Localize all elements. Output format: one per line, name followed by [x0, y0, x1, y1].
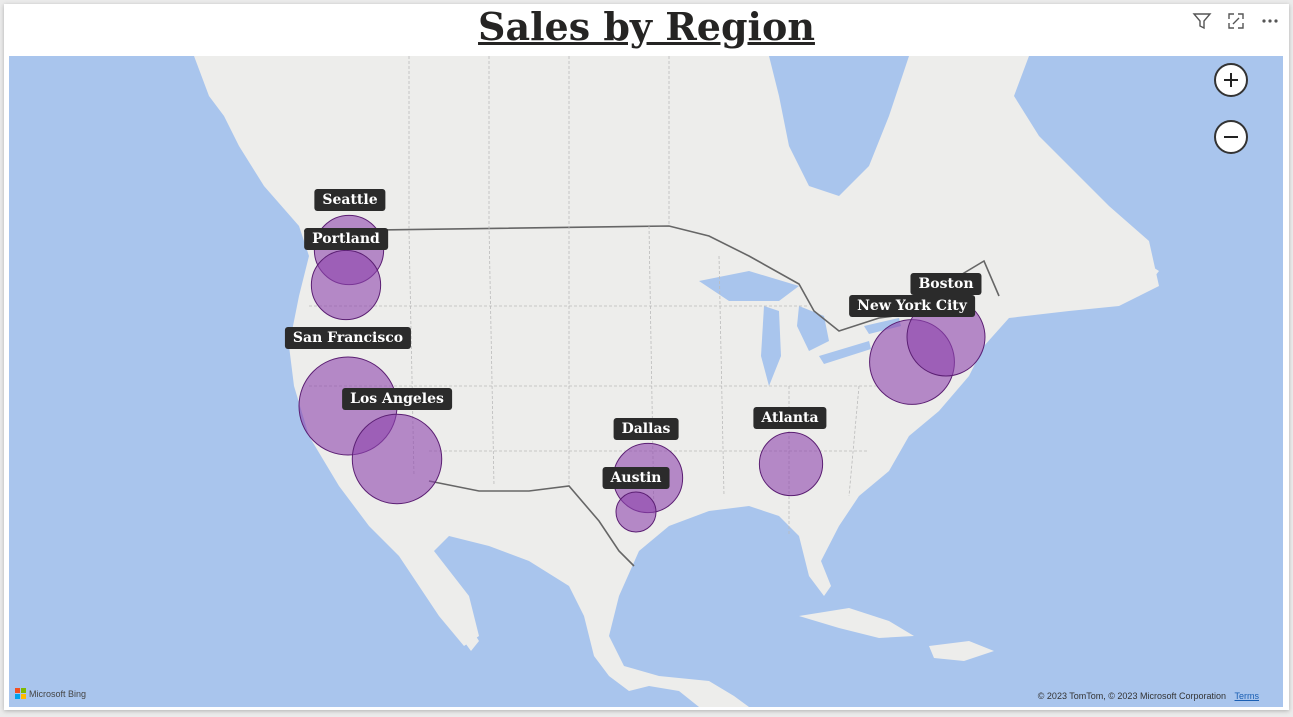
page-title: Sales by Region — [478, 4, 815, 49]
landmass-north-america — [9, 56, 1159, 707]
copyright-text: © 2023 TomTom, © 2023 Microsoft Corporat… — [1037, 691, 1226, 701]
landmass-hispaniola — [929, 641, 994, 661]
lake-ontario — [864, 318, 901, 334]
city-label-austin: Austin — [602, 467, 670, 489]
zoom-in-button[interactable] — [1214, 63, 1248, 97]
bing-attribution: Microsoft Bing — [15, 688, 86, 699]
bing-logo-text: Microsoft Bing — [29, 688, 87, 699]
microsoft-logo-icon — [15, 688, 26, 699]
city-label-boston: Boston — [910, 273, 982, 295]
lake-erie — [819, 341, 871, 364]
hudson-bay — [769, 56, 909, 196]
city-label-los-angeles: Los Angeles — [342, 388, 452, 410]
filter-icon[interactable] — [1191, 10, 1213, 32]
bubble-atlanta[interactable] — [758, 431, 824, 497]
city-label-dallas: Dallas — [613, 418, 679, 440]
city-label-portland: Portland — [304, 228, 388, 250]
city-label-new-york-city: New York City — [849, 295, 975, 317]
landmass-baja — [414, 546, 479, 651]
lake-superior — [699, 271, 799, 301]
zoom-out-button[interactable] — [1214, 120, 1248, 154]
landmass-cuba — [799, 608, 914, 638]
landmass-maritimes — [1069, 246, 1159, 306]
terms-link[interactable]: Terms — [1234, 691, 1260, 701]
bubble-austin[interactable] — [615, 491, 657, 533]
map-canvas[interactable]: Seattle Portland San Francisco Los Angeles D… — [9, 56, 1283, 707]
city-label-seattle: Seattle — [314, 189, 386, 211]
plus-icon — [1224, 73, 1238, 87]
focus-mode-icon[interactable] — [1225, 10, 1247, 32]
visual-toolbar — [1191, 10, 1281, 32]
bubble-los-angeles[interactable] — [351, 413, 443, 505]
bubble-portland[interactable] — [310, 249, 382, 321]
lake-michigan — [761, 306, 781, 386]
bubble-layer — [298, 214, 986, 533]
us-mexico-border — [428, 480, 635, 567]
city-label-san-francisco: San Francisco — [284, 327, 412, 349]
map-copyright: © 2023 TomTom, © 2023 Microsoft Corporat… — [1038, 691, 1259, 701]
basemap — [9, 56, 1159, 707]
city-label-atlanta: Atlanta — [753, 407, 827, 429]
minus-icon — [1224, 136, 1238, 138]
more-options-icon[interactable] — [1259, 10, 1281, 32]
